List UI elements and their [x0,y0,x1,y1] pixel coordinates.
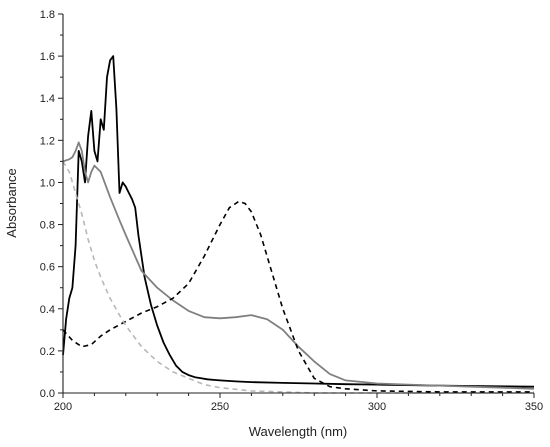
y-ticks: 0.0 0.2 0.4 0.6 0.8 1.0 1.2 1.4 1.6 1.8 [40,9,63,400]
series-line-2 [62,141,535,390]
plot-lines [62,55,535,394]
y-axis-title: Absorbance [4,168,19,237]
y-tick-label: 1.8 [40,9,55,21]
x-tick-label: 350 [525,401,543,413]
y-tick-label: 0.0 [40,388,55,400]
y-tick-label: 0.6 [40,262,55,274]
y-tick-label: 1.2 [40,135,55,147]
x-tick-label: 250 [211,401,229,413]
series-line-3 [62,200,534,393]
x-tick-label: 300 [368,401,386,413]
x-ticks: 200 250 300 350 [54,393,543,413]
series-line-1 [62,55,535,388]
x-tick-label: 200 [54,401,72,413]
series-line-4 [62,160,534,394]
y-tick-label: 0.4 [40,304,55,316]
y-tick-label: 0.8 [40,220,55,232]
y-tick-label: 1.0 [40,177,55,189]
y-tick-label: 1.6 [40,51,55,63]
y-tick-label: 1.4 [40,93,55,105]
x-axis-title: Wavelength (nm) [249,424,348,439]
y-tick-label: 0.2 [40,346,55,358]
